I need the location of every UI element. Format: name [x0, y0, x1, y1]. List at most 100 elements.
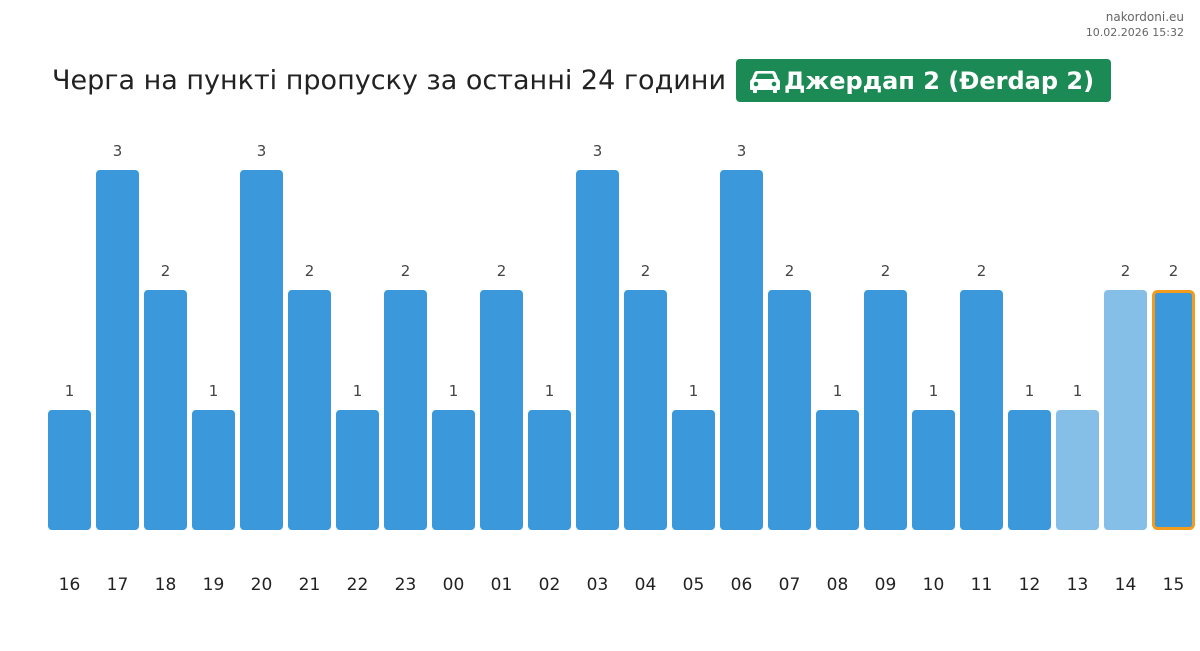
tick-label-12: 12: [1019, 575, 1041, 595]
bar-23: [384, 290, 427, 530]
data-label-14: 2: [1121, 262, 1131, 280]
data-label-01: 2: [497, 262, 507, 280]
bar-group-20: 3 20: [240, 142, 283, 595]
tick-label-06: 06: [731, 575, 753, 595]
bar-group-08: 1 08: [816, 382, 859, 595]
data-label-13: 1: [1073, 382, 1083, 400]
data-label-02: 1: [545, 382, 555, 400]
data-label-09: 2: [881, 262, 891, 280]
tick-label-11: 11: [971, 575, 993, 595]
bar-group-22: 1 22: [336, 382, 379, 595]
tick-label-13: 13: [1067, 575, 1089, 595]
data-label-22: 1: [353, 382, 363, 400]
data-label-08: 1: [833, 382, 843, 400]
bar-group-14: 2 14: [1104, 262, 1147, 595]
bar-group-17: 3 17: [96, 142, 139, 595]
tick-label-18: 18: [155, 575, 177, 595]
data-label-04: 2: [641, 262, 651, 280]
data-label-17: 3: [113, 142, 123, 160]
data-label-21: 2: [305, 262, 315, 280]
bar-07: [768, 290, 811, 530]
bar-10: [912, 410, 955, 530]
bar-group-11: 2 11: [960, 262, 1003, 595]
bar-15: [1152, 290, 1195, 530]
data-label-12: 1: [1025, 382, 1035, 400]
bar-20: [240, 170, 283, 530]
tick-label-15: 15: [1163, 575, 1185, 595]
bar-group-02: 1 02: [528, 382, 571, 595]
checkpoint-badge: Джердап 2 (Đerdap 2): [736, 59, 1112, 102]
chart-header: Черга на пункті пропуску за останні 24 г…: [52, 59, 1112, 102]
bar-group-19: 1 19: [192, 382, 235, 595]
bar-03: [576, 170, 619, 530]
bar-06: [720, 170, 763, 530]
bar-group-07: 2 07: [768, 262, 811, 595]
tick-label-22: 22: [347, 575, 369, 595]
bar-19: [192, 410, 235, 530]
bar-22: [336, 410, 379, 530]
data-label-05: 1: [689, 382, 699, 400]
tick-label-05: 05: [683, 575, 705, 595]
bar-group-05: 1 05: [672, 382, 715, 595]
bar-group-18: 2 18: [144, 262, 187, 595]
bar-13: [1056, 410, 1099, 530]
bar-14: [1104, 290, 1147, 530]
bar-group-00: 1 00: [432, 382, 475, 595]
data-label-19: 1: [209, 382, 219, 400]
watermark: nakordoni.eu 10.02.2026 15:32: [1086, 9, 1184, 41]
tick-label-03: 03: [587, 575, 609, 595]
tick-label-23: 23: [395, 575, 417, 595]
bar-group-04: 2 04: [624, 262, 667, 595]
data-label-06: 3: [737, 142, 747, 160]
data-label-10: 1: [929, 382, 939, 400]
bar-04: [624, 290, 667, 530]
bar-group-12: 1 12: [1008, 382, 1051, 595]
bar-group-15: 2 15: [1152, 262, 1195, 595]
bar-00: [432, 410, 475, 530]
bar-group-13: 1 13: [1056, 382, 1099, 595]
tick-label-00: 00: [443, 575, 465, 595]
tick-label-14: 14: [1115, 575, 1137, 595]
tick-label-19: 19: [203, 575, 225, 595]
bar-02: [528, 410, 571, 530]
bar-09: [864, 290, 907, 530]
bar-group-09: 2 09: [864, 262, 907, 595]
bar-group-01: 2 01: [480, 262, 523, 595]
tick-label-04: 04: [635, 575, 657, 595]
tick-label-20: 20: [251, 575, 273, 595]
data-label-23: 2: [401, 262, 411, 280]
data-label-11: 2: [977, 262, 987, 280]
bar-17: [96, 170, 139, 530]
bar-group-21: 2 21: [288, 262, 331, 595]
data-label-20: 3: [257, 142, 267, 160]
tick-label-10: 10: [923, 575, 945, 595]
data-label-07: 2: [785, 262, 795, 280]
bar-11: [960, 290, 1003, 530]
bar-group-06: 3 06: [720, 142, 763, 595]
watermark-timestamp: 10.02.2026 15:32: [1085, 26, 1184, 39]
tick-label-08: 08: [827, 575, 849, 595]
data-label-18: 2: [161, 262, 171, 280]
tick-label-02: 02: [539, 575, 561, 595]
data-label-16: 1: [65, 382, 75, 400]
tick-label-07: 07: [779, 575, 801, 595]
bar-08: [816, 410, 859, 530]
data-label-15: 2: [1169, 262, 1179, 280]
data-label-00: 1: [449, 382, 459, 400]
tick-label-17: 17: [107, 575, 129, 595]
bar-01: [480, 290, 523, 530]
bar-group-10: 1 10: [912, 382, 955, 595]
bar-group-16: 1 16: [48, 382, 91, 595]
tick-label-09: 09: [875, 575, 897, 595]
data-label-03: 3: [593, 142, 603, 160]
checkpoint-name: Джердап 2 (Đerdap 2): [784, 66, 1095, 95]
watermark-site: nakordoni.eu: [1105, 10, 1184, 24]
car-icon: [750, 70, 780, 93]
tick-label-16: 16: [59, 575, 81, 595]
bar-18: [144, 290, 187, 530]
bar-05: [672, 410, 715, 530]
bar-group-03: 3 03: [576, 142, 619, 595]
tick-label-21: 21: [299, 575, 321, 595]
bar-group-23: 2 23: [384, 262, 427, 595]
